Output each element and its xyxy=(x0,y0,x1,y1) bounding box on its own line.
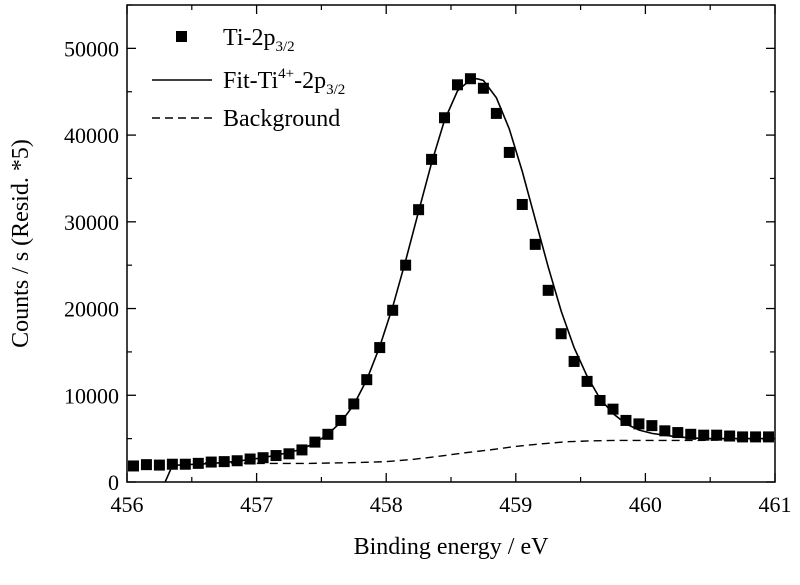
legend-label-superscript: 4+ xyxy=(278,66,294,82)
data-point-square xyxy=(711,429,723,441)
data-point-square xyxy=(698,429,710,441)
data-point-square xyxy=(127,460,139,472)
x-tick-label: 459 xyxy=(499,492,532,517)
data-point-square xyxy=(451,79,463,91)
y-tick-label: 0 xyxy=(108,470,119,495)
data-point-square xyxy=(218,456,230,468)
y-tick-label: 20000 xyxy=(64,297,119,322)
y-tick-label: 40000 xyxy=(64,123,119,148)
data-point-square xyxy=(750,431,762,443)
data-point-square xyxy=(192,457,204,469)
legend: Ti-2p3/2 Fit-Ti4+-2p3/2 Background xyxy=(152,25,345,132)
data-point-square xyxy=(542,284,554,296)
data-point-square xyxy=(426,153,438,165)
data-point-square xyxy=(763,431,775,443)
x-tick-label: 457 xyxy=(240,492,273,517)
data-point-square xyxy=(477,82,489,94)
data-point-square xyxy=(516,198,528,210)
legend-square-marker xyxy=(176,31,187,42)
x-tick-label: 460 xyxy=(629,492,662,517)
data-point-square xyxy=(659,425,671,437)
y-tick-label: 10000 xyxy=(64,383,119,408)
data-point-square xyxy=(153,459,165,471)
y-axis-title: Counts / s (Resid. *5) xyxy=(8,139,34,348)
data-point-square xyxy=(400,259,412,271)
data-point-square xyxy=(140,459,152,471)
data-point-square xyxy=(568,355,580,367)
plot-area xyxy=(127,73,775,482)
legend-label-subscript: 3/2 xyxy=(326,82,345,98)
data-point-square xyxy=(529,238,541,250)
axes xyxy=(126,4,776,483)
data-point-square xyxy=(724,430,736,442)
data-point-square xyxy=(620,414,632,426)
data-point-square xyxy=(464,73,476,85)
data-point-square xyxy=(490,107,502,119)
data-point-square xyxy=(581,375,593,387)
x-tick-label: 461 xyxy=(759,492,792,517)
fit-curve-line xyxy=(164,77,775,482)
x-axis-title: Binding energy / eV xyxy=(354,534,550,560)
data-point-square xyxy=(387,304,399,316)
data-point-square xyxy=(737,431,749,443)
background-dashed-line xyxy=(204,439,775,465)
data-point-square xyxy=(555,328,567,340)
data-point-square xyxy=(633,418,645,430)
legend-label-main: Fit-Ti xyxy=(223,68,278,94)
data-point-square xyxy=(594,394,606,406)
legend-label-subscript: 3/2 xyxy=(275,39,294,55)
data-point-square xyxy=(607,403,619,415)
legend-entry-fit: Fit-Ti4+-2p3/2 xyxy=(223,66,345,98)
data-point-square xyxy=(672,427,684,439)
y-tick-label: 30000 xyxy=(64,210,119,235)
x-tick-label: 458 xyxy=(370,492,403,517)
data-point-square xyxy=(296,444,308,456)
data-point-square xyxy=(503,146,515,158)
legend-label-main: Ti-2p xyxy=(223,25,275,51)
data-point-square xyxy=(335,414,347,426)
data-point-square xyxy=(439,112,451,124)
data-point-square xyxy=(166,458,178,470)
data-point-square xyxy=(283,448,295,460)
data-point-square xyxy=(646,420,658,432)
data-point-square xyxy=(685,428,697,440)
data-point-square xyxy=(205,456,217,468)
y-tick-label: 50000 xyxy=(64,36,119,61)
legend-label-mid: -2p xyxy=(294,68,326,94)
legend-entry-ti-2p: Ti-2p3/2 xyxy=(223,25,295,55)
legend-entry-background: Background xyxy=(223,106,340,132)
x-tick-label: 456 xyxy=(111,492,144,517)
tick-labels: 456 457 458 459 460 461 0 10000 20000 30000 40000 5… xyxy=(64,36,792,517)
